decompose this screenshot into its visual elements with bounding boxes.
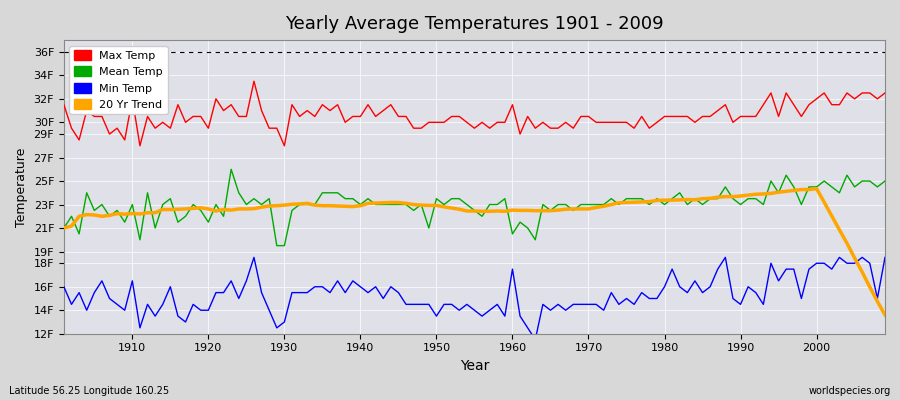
Text: worldspecies.org: worldspecies.org (809, 386, 891, 396)
Legend: Max Temp, Mean Temp, Min Temp, 20 Yr Trend: Max Temp, Mean Temp, Min Temp, 20 Yr Tre… (69, 46, 167, 114)
Text: Latitude 56.25 Longitude 160.25: Latitude 56.25 Longitude 160.25 (9, 386, 169, 396)
Title: Yearly Average Temperatures 1901 - 2009: Yearly Average Temperatures 1901 - 2009 (285, 15, 664, 33)
X-axis label: Year: Year (460, 359, 489, 373)
Y-axis label: Temperature: Temperature (15, 147, 28, 227)
